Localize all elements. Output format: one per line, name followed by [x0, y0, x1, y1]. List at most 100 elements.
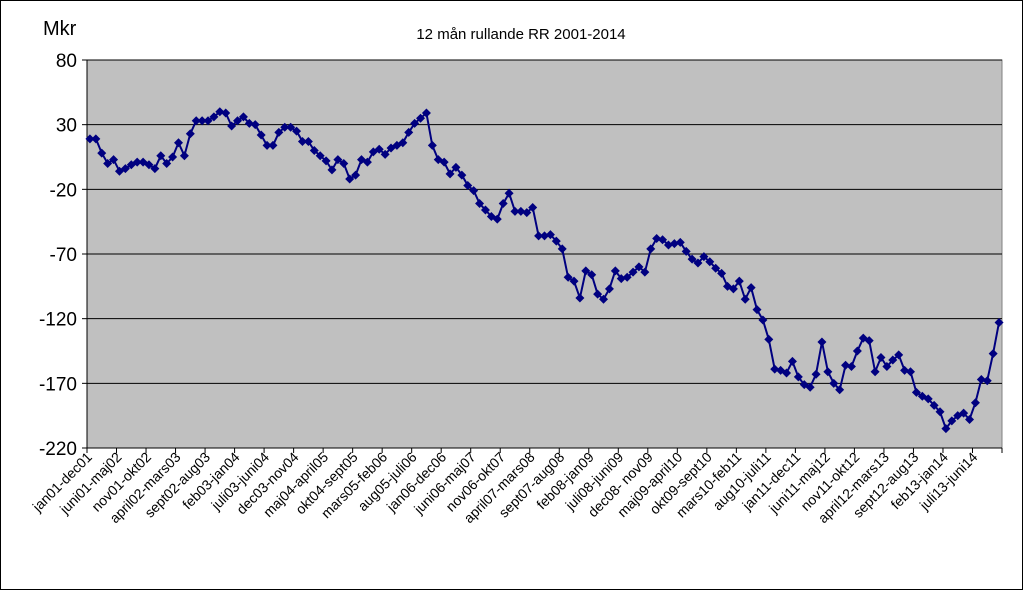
data-point-marker — [410, 118, 420, 128]
data-point-marker — [292, 126, 302, 136]
data-point-marker — [888, 355, 898, 365]
data-point-marker — [604, 284, 614, 294]
data-point-marker — [268, 140, 278, 150]
data-point-marker — [150, 164, 160, 174]
data-point-marker — [132, 157, 142, 167]
data-point-marker — [528, 202, 538, 212]
data-point-marker — [451, 162, 461, 172]
data-point-marker — [303, 136, 313, 146]
data-point-marker — [740, 294, 750, 304]
data-point-marker — [297, 136, 307, 146]
data-point-marker — [846, 362, 856, 372]
data-point-marker — [557, 244, 567, 254]
data-point-marker — [669, 239, 679, 249]
data-point-marker — [770, 364, 780, 374]
data-point-marker — [817, 337, 827, 347]
data-point-marker — [191, 116, 201, 126]
data-point-marker — [658, 235, 668, 245]
data-point-marker — [534, 231, 544, 241]
y-tick-label: 80 — [56, 51, 77, 72]
data-point-marker — [805, 382, 815, 392]
data-point-marker — [439, 157, 449, 167]
data-point-marker — [345, 174, 355, 184]
data-point-marker — [504, 188, 514, 198]
data-point-marker — [498, 199, 508, 209]
data-point-marker — [728, 284, 738, 294]
data-point-marker — [734, 276, 744, 286]
data-point-marker — [593, 289, 603, 299]
data-point-marker — [445, 169, 455, 179]
data-point-marker — [563, 272, 573, 282]
y-tick-label: -70 — [50, 245, 77, 266]
data-point-marker — [274, 127, 284, 137]
data-point-marker — [970, 398, 980, 408]
data-point-marker — [994, 318, 1004, 328]
data-point-marker — [416, 113, 426, 123]
data-point-marker — [398, 138, 408, 148]
data-point-marker — [339, 158, 349, 168]
data-point-marker — [628, 267, 638, 277]
data-point-marker — [516, 206, 526, 216]
y-tick-label: -20 — [50, 180, 77, 201]
data-point-marker — [362, 157, 372, 167]
data-point-marker — [374, 144, 384, 154]
data-point-marker — [894, 350, 904, 360]
data-point-marker — [315, 151, 325, 161]
series-markers — [85, 107, 1004, 434]
data-point-marker — [103, 158, 113, 168]
data-point-marker — [663, 240, 673, 250]
data-point-marker — [675, 237, 685, 247]
data-point-marker — [652, 233, 662, 243]
data-point-marker — [906, 367, 915, 377]
data-point-marker — [687, 254, 697, 264]
data-point-marker — [752, 305, 762, 315]
data-point-marker — [280, 122, 290, 132]
data-point-marker — [900, 365, 910, 375]
data-point-marker — [168, 152, 178, 162]
data-point-marker — [711, 263, 721, 273]
chart-title: 12 mån rullande RR 2001-2014 — [416, 26, 625, 43]
data-point-marker — [463, 180, 473, 190]
data-point-marker — [976, 374, 986, 384]
data-point-marker — [427, 140, 437, 150]
data-point-marker — [469, 186, 479, 196]
data-point-marker — [185, 129, 195, 139]
data-point-marker — [421, 108, 431, 118]
gridlines — [86, 59, 1002, 449]
data-point-marker — [233, 116, 243, 126]
data-point-marker — [793, 372, 803, 382]
data-point-marker — [215, 107, 225, 117]
data-point-marker — [947, 416, 957, 426]
data-point-marker — [746, 283, 756, 293]
data-point-marker — [870, 367, 880, 377]
data-point-marker — [197, 116, 207, 126]
data-point-marker — [929, 400, 939, 410]
data-point-marker — [174, 138, 183, 148]
data-point-marker — [835, 385, 845, 395]
data-point-marker — [97, 148, 107, 158]
data-point-marker — [923, 394, 933, 404]
data-point-marker — [85, 134, 95, 144]
data-point-marker — [144, 160, 154, 170]
data-point-marker — [545, 230, 555, 240]
data-point-marker — [935, 407, 945, 417]
data-point-marker — [823, 367, 833, 377]
data-point-marker — [811, 369, 821, 379]
data-point-marker — [569, 276, 579, 286]
y-tick-label: -170 — [39, 374, 77, 395]
data-point-marker — [988, 349, 998, 359]
data-point-marker — [758, 315, 768, 325]
data-point-marker — [599, 294, 609, 304]
data-point-marker — [864, 336, 874, 346]
data-point-marker — [250, 120, 260, 130]
data-point-marker — [640, 267, 650, 277]
data-point-marker — [610, 266, 620, 276]
data-point-marker — [480, 205, 490, 215]
y-tick-label: -220 — [39, 439, 77, 460]
data-point-marker — [457, 170, 467, 180]
data-point-marker — [852, 346, 862, 356]
data-point-marker — [829, 378, 839, 388]
data-point-marker — [327, 165, 337, 175]
data-point-marker — [221, 108, 231, 118]
